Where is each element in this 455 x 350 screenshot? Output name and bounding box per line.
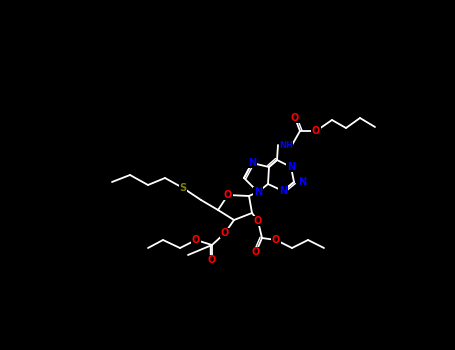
Text: O: O [252,247,260,257]
Text: N: N [254,187,262,197]
Text: N: N [298,177,306,187]
Text: N: N [287,162,295,172]
Text: O: O [291,113,299,123]
Text: N: N [248,158,256,168]
Text: S: S [179,183,187,193]
Text: O: O [192,235,200,245]
Text: NH: NH [279,140,293,149]
Text: O: O [272,235,280,245]
Text: N: N [279,186,287,196]
Text: O: O [208,255,216,265]
Text: O: O [254,216,262,226]
Text: O: O [224,190,232,200]
Text: O: O [221,228,229,238]
Text: O: O [312,126,320,136]
